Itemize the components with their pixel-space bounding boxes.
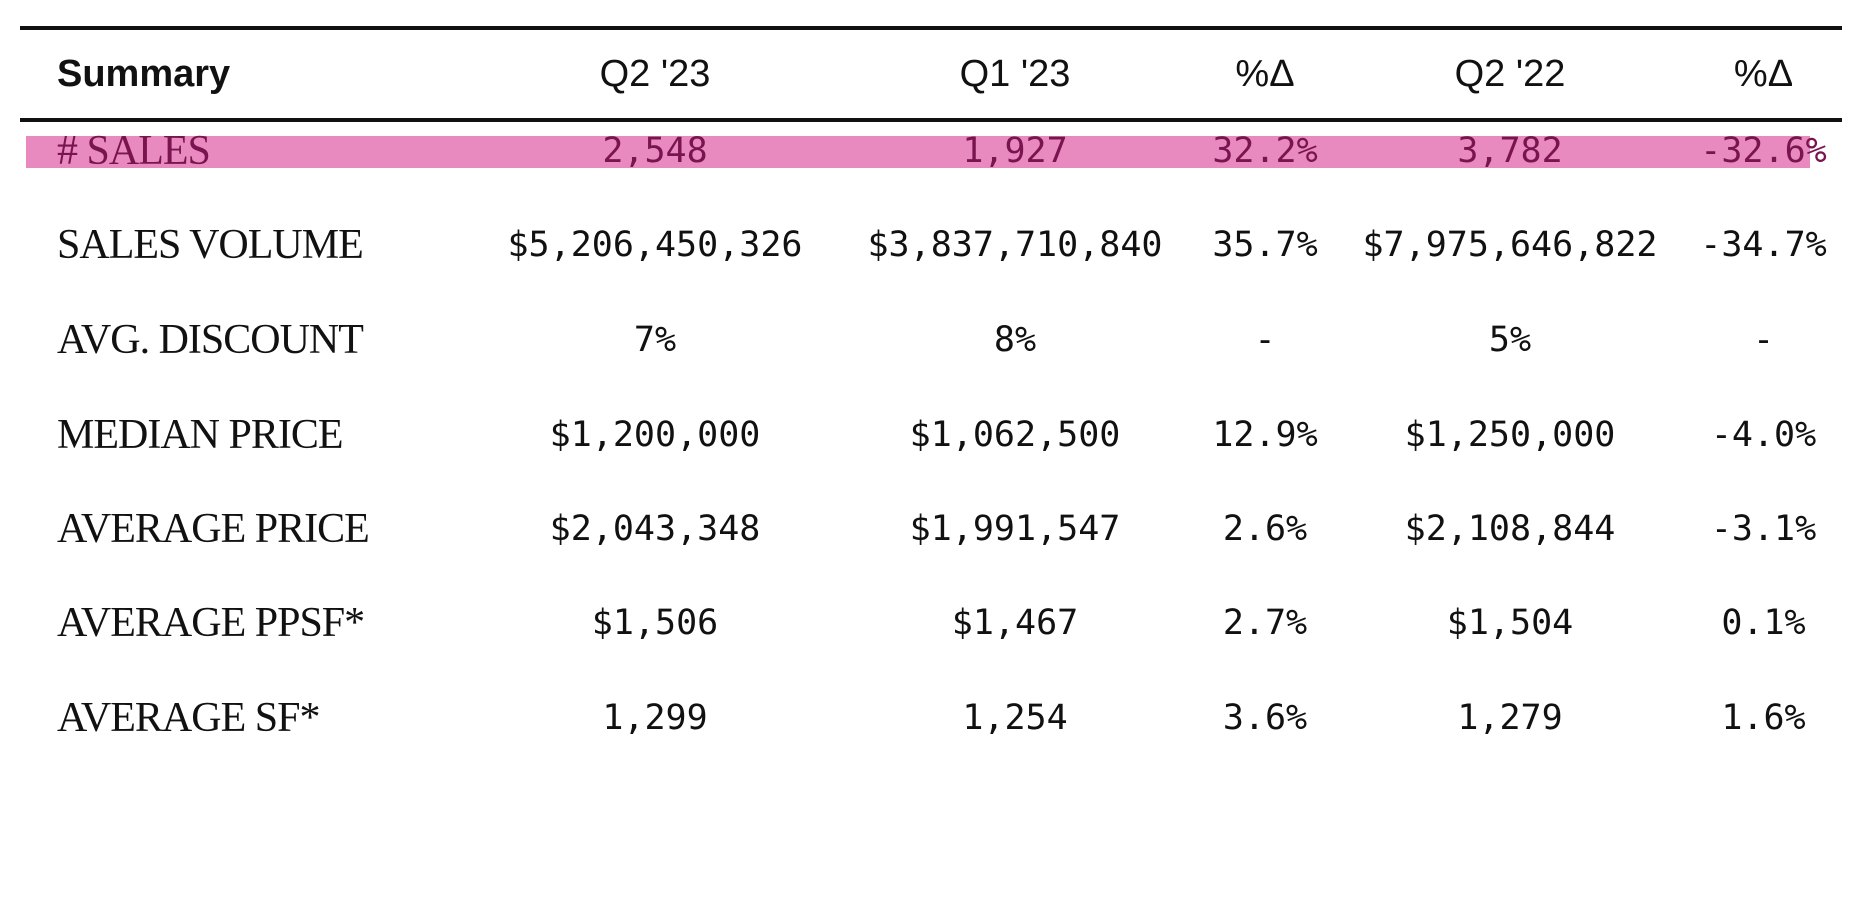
header-q1-23: Q1 '23 <box>959 53 1071 95</box>
cell-pct-change-qoq: 35.7% <box>1212 225 1318 265</box>
table-row-average-price: AVERAGE PRICE $2,043,348 $1,991,547 2.6%… <box>20 499 1842 559</box>
cell-q2-22: $2,108,844 <box>1404 509 1616 549</box>
header-pct-change-qoq: %Δ <box>1235 53 1295 95</box>
cell-pct-change-yoy: - <box>1752 320 1775 360</box>
cell-q2-23: $2,043,348 <box>549 509 761 549</box>
cell-q2-22: 5% <box>1488 320 1532 360</box>
highlighted-row-background <box>26 136 1810 168</box>
cell-q1-23: $1,991,547 <box>909 509 1121 549</box>
cell-q2-23: $1,200,000 <box>549 415 761 455</box>
cell-pct-change-yoy: -34.7% <box>1700 225 1827 265</box>
table-top-rule <box>20 26 1842 30</box>
cell-pct-change-yoy: -32.6% <box>1700 131 1827 171</box>
cell-q2-23: $5,206,450,326 <box>507 225 803 265</box>
cell-q1-23: 1,254 <box>962 698 1068 738</box>
cell-q1-23: $3,837,710,840 <box>867 225 1163 265</box>
cell-q1-23: $1,467 <box>951 603 1079 643</box>
cell-q2-22: $1,504 <box>1446 603 1574 643</box>
header-summary: Summary <box>57 53 231 95</box>
cell-pct-change-yoy: 1.6% <box>1721 698 1806 738</box>
header-pct-change-yoy: %Δ <box>1733 53 1794 95</box>
cell-pct-change-yoy: 0.1% <box>1721 603 1806 643</box>
row-label: AVERAGE PRICE <box>57 506 370 552</box>
table-header-rule <box>20 118 1842 122</box>
row-label: AVERAGE PPSF* <box>57 600 365 646</box>
cell-pct-change-qoq: 12.9% <box>1212 415 1318 455</box>
table-row-avg-discount: AVG. DISCOUNT 7% 8% - 5% - <box>20 310 1842 370</box>
cell-pct-change-qoq: 32.2% <box>1212 131 1318 171</box>
table-row-sales-volume: SALES VOLUME $5,206,450,326 $3,837,710,8… <box>20 215 1842 275</box>
cell-q2-23: 7% <box>633 320 677 360</box>
cell-q1-23: $1,062,500 <box>909 415 1121 455</box>
cell-q2-23: $1,506 <box>591 603 719 643</box>
cell-pct-change-qoq: 2.7% <box>1222 603 1308 643</box>
table-row-sales-count: # SALES 2,548 1,927 32.2% 3,782 -32.6% <box>20 121 1842 181</box>
table-row-average-ppsf: AVERAGE PPSF* $1,506 $1,467 2.7% $1,504 … <box>20 593 1842 653</box>
cell-q2-22: 3,782 <box>1457 131 1563 171</box>
row-label: SALES VOLUME <box>57 222 364 268</box>
cell-q2-22: 1,279 <box>1457 698 1563 738</box>
row-label: MEDIAN PRICE <box>57 412 344 458</box>
cell-q2-22: $7,975,646,822 <box>1362 225 1658 265</box>
row-label: # SALES <box>57 128 211 174</box>
cell-q1-23: 8% <box>993 320 1037 360</box>
row-label: AVERAGE SF* <box>57 695 320 741</box>
table-header-row: Summary Q2 '23 Q1 '23 %Δ Q2 '22 %Δ <box>20 44 1842 104</box>
row-label: AVG. DISCOUNT <box>57 317 364 363</box>
cell-pct-change-yoy: -4.0% <box>1710 415 1817 455</box>
cell-q2-23: 1,299 <box>602 698 708 738</box>
cell-pct-change-yoy: -3.1% <box>1710 509 1817 549</box>
header-q2-22: Q2 '22 <box>1454 53 1566 95</box>
header-q2-23: Q2 '23 <box>599 53 711 95</box>
cell-q2-23: 2,548 <box>602 131 708 171</box>
cell-q2-22: $1,250,000 <box>1404 415 1616 455</box>
table-row-median-price: MEDIAN PRICE $1,200,000 $1,062,500 12.9%… <box>20 405 1842 465</box>
cell-pct-change-qoq: - <box>1254 320 1276 360</box>
cell-pct-change-qoq: 3.6% <box>1222 698 1308 738</box>
cell-q1-23: 1,927 <box>962 131 1068 171</box>
cell-pct-change-qoq: 2.6% <box>1222 509 1308 549</box>
table-row-average-sf: AVERAGE SF* 1,299 1,254 3.6% 1,279 1.6% <box>20 688 1842 748</box>
